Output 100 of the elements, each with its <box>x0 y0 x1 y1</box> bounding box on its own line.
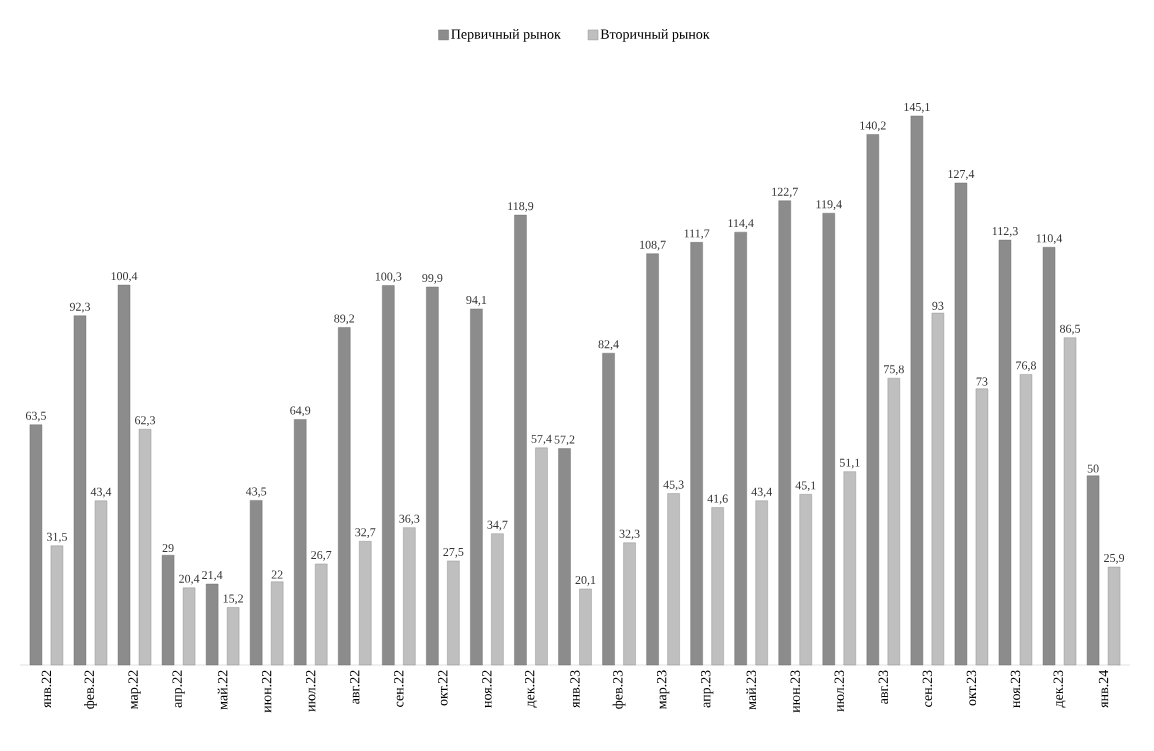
data-label: 114,4 <box>728 219 754 229</box>
legend-label: Вторичный рынок <box>600 29 710 42</box>
bar <box>294 419 307 666</box>
data-label: 34,7 <box>487 520 508 531</box>
data-label: 20,1 <box>575 575 596 586</box>
bar <box>338 327 351 666</box>
bar <box>514 214 527 666</box>
data-label: 41,6 <box>707 494 728 505</box>
x-tick-label: янв.24 <box>1098 670 1109 708</box>
data-label: 45,1 <box>795 481 816 492</box>
bar <box>403 527 416 666</box>
data-label: 62,3 <box>135 416 156 427</box>
bar <box>646 253 659 666</box>
data-label: 140,2 <box>860 121 886 132</box>
bar <box>470 308 483 666</box>
data-label: 32,3 <box>619 529 640 540</box>
data-label: 93 <box>932 301 944 310</box>
x-tick-label: фев.22 <box>84 670 97 709</box>
bar <box>249 500 263 666</box>
data-label: 43,5 <box>245 487 267 498</box>
data-label: 100,3 <box>375 272 402 283</box>
bar <box>359 541 372 666</box>
data-label: 29 <box>162 543 174 553</box>
bar <box>73 315 87 666</box>
data-label: 92,3 <box>69 302 91 313</box>
x-tick-label: сен.23 <box>922 670 933 707</box>
bar <box>182 587 196 666</box>
x-tick-label: янв.23 <box>570 670 580 708</box>
bar <box>226 607 240 666</box>
bar <box>50 545 64 666</box>
data-label: 76,8 <box>1016 361 1037 372</box>
bar <box>887 377 901 666</box>
bar <box>161 555 175 666</box>
data-label: 119,4 <box>816 200 842 211</box>
data-label: 64,9 <box>290 406 311 417</box>
bar <box>315 563 328 666</box>
data-label: 145,1 <box>904 103 930 113</box>
data-label: 27,5 <box>443 547 464 558</box>
bar <box>822 213 835 666</box>
data-label: 21,4 <box>202 571 223 581</box>
bar <box>1019 374 1033 666</box>
bar <box>843 471 856 666</box>
bar <box>975 388 989 666</box>
bar <box>138 429 152 666</box>
data-label: 45,3 <box>663 480 684 491</box>
x-tick-label: июн.23 <box>790 670 800 713</box>
bar <box>623 542 636 666</box>
bar <box>491 533 504 666</box>
bar <box>535 447 548 666</box>
x-tick-label: авг.22 <box>350 670 360 704</box>
data-label: 43,4 <box>751 487 773 498</box>
data-label: 31,5 <box>47 532 67 543</box>
data-label: 108,7 <box>640 240 666 251</box>
bar <box>382 285 395 666</box>
x-tick-label: окт.22 <box>438 670 448 706</box>
data-label: 122,7 <box>772 187 798 198</box>
data-label: 112,3 <box>992 227 1018 237</box>
data-label: 86,5 <box>1059 324 1081 335</box>
bar <box>579 588 592 666</box>
x-tick-label: фев.23 <box>612 670 626 709</box>
data-label: 99,9 <box>422 274 443 284</box>
data-label: 26,7 <box>311 550 332 561</box>
data-label: 57,2 <box>554 435 575 446</box>
data-label: 57,4 <box>531 434 552 445</box>
legend-label: Первичный рынок <box>451 29 561 42</box>
data-label: 43,4 <box>90 487 112 498</box>
x-tick-label: мар.22 <box>128 670 141 710</box>
data-label: 36,3 <box>399 514 420 525</box>
x-tick-label: май.22 <box>217 670 228 710</box>
x-tick-label: мар.23 <box>656 670 670 710</box>
data-label: 127,4 <box>948 169 975 180</box>
x-tick-label: апр.22 <box>172 670 185 708</box>
data-label: 100,4 <box>111 272 138 282</box>
x-tick-label: авг.23 <box>878 670 889 704</box>
data-label: 51,1 <box>839 458 860 469</box>
bar <box>426 286 439 666</box>
data-label: 94,1 <box>466 295 487 306</box>
x-tick-label: июн.22 <box>261 670 272 713</box>
data-label: 73 <box>976 377 988 386</box>
bar <box>94 500 108 666</box>
x-tick-label: июл.22 <box>305 670 316 712</box>
data-label: 63,5 <box>25 411 46 422</box>
bar <box>711 507 724 666</box>
data-label: 110,4 <box>1036 234 1063 245</box>
x-tick-label: янв.22 <box>41 670 52 708</box>
data-label: 75,8 <box>884 365 904 375</box>
bar <box>667 493 680 666</box>
x-tick-label: июл.23 <box>834 670 845 712</box>
data-label: 111,7 <box>684 229 710 240</box>
data-label: 15,2 <box>223 594 243 605</box>
data-label: 50 <box>1087 464 1099 473</box>
bar <box>931 312 945 666</box>
bar <box>558 448 571 666</box>
bar <box>998 239 1012 666</box>
x-tick-label: дек.22 <box>524 670 537 708</box>
data-label: 20,4 <box>179 574 200 585</box>
bar <box>1042 247 1056 666</box>
data-label: 89,2 <box>334 314 355 325</box>
data-label: 22 <box>271 570 283 579</box>
bar <box>205 583 219 666</box>
